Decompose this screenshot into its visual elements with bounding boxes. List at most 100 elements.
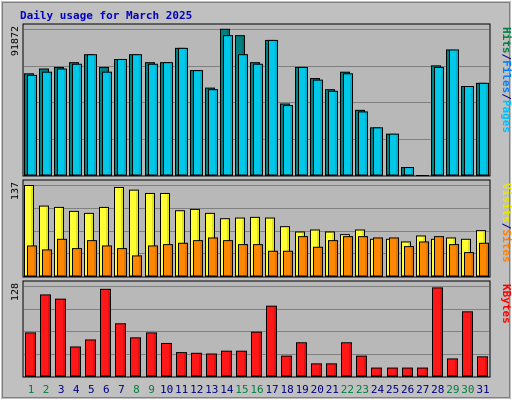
- bar-files-day-30: [464, 86, 474, 176]
- bar-kbytes-day-30: [462, 311, 473, 377]
- x-tick-label-day-23: 23: [356, 383, 369, 396]
- bar-files-day-2: [42, 71, 52, 176]
- bar-sites-day-4: [72, 248, 82, 277]
- bar-files-day-17: [268, 39, 278, 176]
- bar-sites-day-28: [434, 236, 444, 277]
- x-tick-label-day-1: 1: [28, 383, 35, 396]
- bar-kbytes-day-23: [356, 355, 367, 377]
- bar-sites-day-12: [193, 240, 203, 277]
- bar-files-day-4: [72, 63, 82, 176]
- bar-files-day-8: [132, 54, 142, 176]
- bar-sites-day-18: [283, 250, 293, 277]
- bar-files-day-19: [298, 66, 308, 176]
- bar-files-day-6: [102, 71, 112, 176]
- legend-entry: Sites: [500, 229, 512, 262]
- bar-sites-day-1: [27, 245, 37, 277]
- x-tick-label-day-6: 6: [103, 383, 110, 396]
- x-tick-label-day-21: 21: [326, 383, 339, 396]
- bar-files-day-25: [389, 133, 399, 176]
- bar-files-day-15: [238, 54, 248, 176]
- panel-visits: 137 Visits/Sites: [10, 179, 512, 278]
- bar-sites-day-3: [57, 238, 67, 277]
- bar-files-day-11: [178, 47, 188, 176]
- legend-entry: KBytes: [500, 284, 512, 324]
- legend-entry: /: [500, 93, 512, 100]
- bar-sites-day-6: [102, 245, 112, 277]
- bar-kbytes-day-28: [432, 287, 443, 377]
- bar-files-day-10: [163, 62, 173, 176]
- legend-entry: Files: [500, 60, 512, 93]
- x-tick-label-day-22: 22: [341, 383, 354, 396]
- bar-files-day-28: [434, 66, 444, 176]
- x-tick-label-day-29: 29: [446, 383, 459, 396]
- bar-sites-day-8: [132, 255, 142, 277]
- x-tick-label-day-3: 3: [58, 383, 65, 396]
- bar-files-day-12: [193, 70, 203, 176]
- bar-files-day-21: [328, 90, 338, 176]
- y-max-label: 137: [10, 182, 21, 200]
- bar-kbytes-day-13: [206, 353, 217, 377]
- bar-files-day-23: [358, 111, 368, 176]
- bar-files-day-9: [148, 63, 158, 176]
- bar-sites-day-14: [223, 240, 233, 277]
- legend-entry: Pages: [500, 100, 512, 133]
- chart-title: Daily usage for March 2025: [20, 9, 192, 22]
- bar-sites-day-30: [464, 252, 474, 277]
- bar-files-day-27: [419, 175, 429, 177]
- bar-sites-day-2: [42, 249, 52, 277]
- bar-files-day-14: [223, 35, 233, 176]
- bar-sites-day-19: [298, 236, 308, 277]
- bar-kbytes-day-21: [326, 363, 337, 377]
- x-tick-label-day-28: 28: [431, 383, 444, 396]
- x-tick-label-day-18: 18: [281, 383, 294, 396]
- bar-sites-day-21: [328, 240, 338, 277]
- bar-kbytes-day-19: [296, 342, 307, 377]
- x-tick-label-day-13: 13: [205, 383, 218, 396]
- legend-entry: /: [500, 54, 512, 61]
- x-tick-label-day-24: 24: [371, 383, 385, 396]
- bar-sites-day-24: [373, 237, 383, 277]
- y-max-label: 91872: [10, 26, 21, 56]
- panel-legend: KBytes: [500, 284, 512, 324]
- panel-legend: Visits/Sites: [500, 183, 512, 263]
- bar-kbytes-day-31: [477, 356, 488, 377]
- x-tick-label-day-4: 4: [73, 383, 80, 396]
- bar-files-day-20: [313, 79, 323, 176]
- bar-kbytes-day-4: [70, 346, 81, 377]
- x-tick-label-day-17: 17: [265, 383, 278, 396]
- bar-kbytes-day-26: [402, 367, 413, 377]
- bar-kbytes-day-18: [281, 355, 292, 377]
- x-tick-label-day-2: 2: [43, 383, 50, 396]
- bar-sites-day-31: [479, 242, 489, 277]
- x-tick-label-day-8: 8: [133, 383, 140, 396]
- bar-files-day-31: [479, 82, 489, 176]
- bar-kbytes-day-5: [85, 339, 96, 377]
- bar-sites-day-26: [404, 246, 414, 277]
- x-tick-label-day-30: 30: [461, 383, 474, 396]
- panel-kbytes: 128 KBytes: [10, 280, 512, 378]
- x-tick-label-day-25: 25: [386, 383, 399, 396]
- bar-kbytes-day-15: [236, 350, 247, 377]
- x-tick-label-day-15: 15: [235, 383, 248, 396]
- x-tick-label-day-26: 26: [401, 383, 414, 396]
- bar-kbytes-day-6: [100, 288, 111, 377]
- x-tick-label-day-9: 9: [148, 383, 155, 396]
- x-axis-labels: 1 2 3 4 5 6 7 8 9 10 11 12 13 14 15 16 17 18 19 20 21 22 23 24 2…: [28, 383, 490, 396]
- bar-sites-day-5: [87, 240, 97, 277]
- bar-kbytes-day-12: [191, 352, 202, 377]
- bar-kbytes-day-24: [371, 367, 382, 377]
- bar-files-day-29: [449, 49, 459, 176]
- bar-files-day-24: [373, 127, 383, 176]
- bar-sites-day-25: [389, 237, 399, 277]
- bar-kbytes-day-17: [266, 305, 277, 377]
- bar-files-day-7: [117, 58, 127, 176]
- x-tick-label-day-31: 31: [476, 383, 489, 396]
- x-tick-label-day-14: 14: [220, 383, 234, 396]
- bar-sites-day-7: [117, 248, 127, 277]
- bar-kbytes-day-2: [40, 294, 51, 377]
- bar-files-day-1: [27, 74, 37, 176]
- bar-kbytes-day-3: [55, 298, 66, 377]
- x-tick-label-day-7: 7: [118, 383, 125, 396]
